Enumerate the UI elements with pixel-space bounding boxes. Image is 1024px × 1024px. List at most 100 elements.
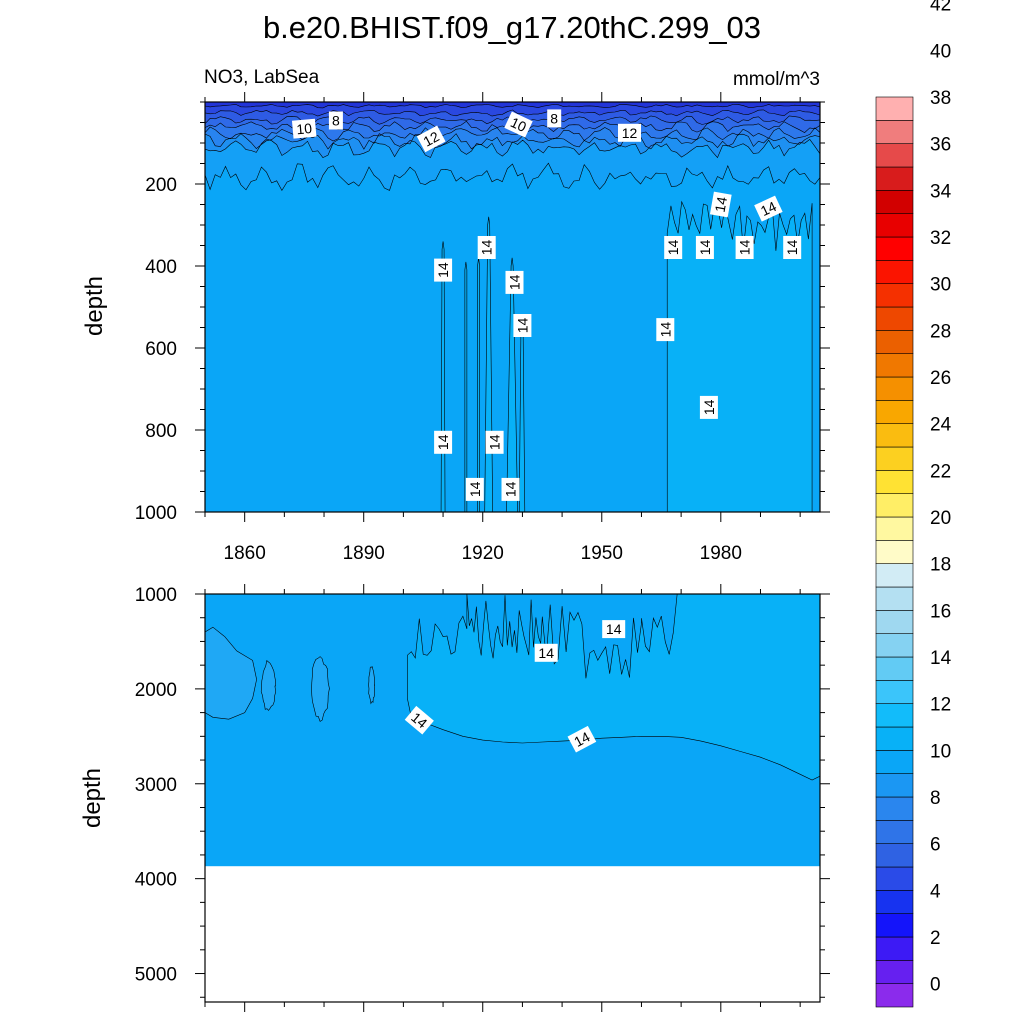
region-above-14 (464, 261, 468, 513)
contour-label: 14 (434, 430, 453, 454)
colorbar-swatch (875, 516, 914, 541)
colorbar-swatch (875, 376, 914, 401)
contour-label-text: 14 (538, 645, 554, 661)
upper-panel: 10 8 12 10 8 12 14 14 14 14 14 14 14 14 14 14 14 14 14 14 14… (81, 92, 830, 564)
contour-label-box (695, 236, 714, 259)
contour-label: 14 (664, 236, 683, 259)
contour-label-text: 14 (697, 240, 713, 256)
contour-label-box (404, 705, 434, 735)
contour-label-box (485, 430, 504, 454)
contour-label: 14 (505, 270, 524, 294)
contour-label-box (504, 111, 533, 138)
y-tick-label: 400 (145, 257, 177, 278)
region-above-16 (204, 626, 257, 720)
colorbar-swatch (875, 610, 914, 634)
x-tick-label: 1950 (581, 543, 623, 564)
y-tick-label: 800 (145, 421, 177, 442)
contour-label-box (664, 236, 683, 259)
contour-label: 14 (699, 395, 718, 419)
region-above-14 (666, 200, 813, 513)
contour-label-text: 14 (467, 481, 483, 497)
plot-frame (204, 593, 821, 1003)
colorbar-label: 30 (930, 275, 951, 296)
contour-label-box (291, 118, 317, 139)
contour-label-text: 14 (758, 198, 779, 219)
y-tick-label: 200 (145, 175, 177, 196)
contour-label-text: 12 (421, 128, 442, 150)
contour-label-box (699, 395, 718, 419)
contour-label: 14 (513, 314, 532, 337)
contour-label-text: 14 (737, 240, 753, 256)
contour-label-text: 14 (657, 322, 673, 338)
contour-label-text: 8 (332, 113, 340, 129)
colorbar-label: 12 (930, 695, 951, 716)
colorbar-swatch (875, 703, 914, 728)
region-above-14 (477, 257, 480, 513)
colorbar-swatch (875, 446, 914, 471)
contour-label-text: 12 (622, 125, 638, 141)
colorbar-swatch (875, 843, 914, 868)
x-tick-label: 1980 (700, 543, 742, 564)
contour-line-13 (204, 162, 821, 191)
contour-label: 8 (328, 111, 343, 130)
colorbar-swatch (875, 633, 914, 658)
colorbar-swatch (875, 983, 914, 1008)
colorbar-label: 14 (930, 648, 952, 669)
contour-label-box (416, 125, 446, 153)
colorbar-label: 10 (930, 741, 951, 762)
contour-label-text: 10 (508, 114, 529, 135)
colorbar-label: 36 (930, 135, 951, 156)
colorbar-label: 32 (930, 228, 951, 249)
contour-label-text: 14 (487, 434, 503, 450)
colorbar-swatch (875, 563, 914, 588)
contour-label-text: 14 (701, 399, 717, 415)
region-above-14 (407, 593, 821, 781)
colorbar-swatch (875, 493, 914, 518)
x-tick-label: 1920 (462, 543, 504, 564)
y-tick-label: 1000 (135, 585, 177, 606)
colorbar-swatch (875, 470, 914, 494)
colorbar-label: 26 (930, 368, 951, 389)
lower-panel: 14 14 14 14 1000 2000 3000 4000 5000 depth (79, 584, 830, 1012)
contour-label-box (656, 318, 675, 342)
contour-label-box (547, 109, 562, 128)
contour-label-box (754, 195, 783, 222)
contour-label-box (434, 430, 453, 454)
contour-label-text: 14 (479, 240, 495, 256)
colorbar-swatch (875, 330, 914, 354)
colorbar-swatch (875, 283, 914, 308)
contour-label-box (328, 111, 343, 130)
surface-band-6 (205, 102, 820, 108)
contour-label-box (505, 270, 524, 294)
colorbar-label: 2 (930, 928, 941, 949)
contour-label-box (602, 620, 626, 639)
colorbar-label: 40 (930, 41, 951, 62)
colorbar-swatch (875, 750, 914, 774)
variable-region-label: NO3, LabSea (204, 67, 320, 88)
colorbar-label: 34 (930, 181, 952, 202)
contour-label: 14 (567, 725, 597, 753)
contour-label-text: 14 (571, 728, 592, 750)
colorbar-swatch (875, 820, 914, 844)
x-tick-label: 1860 (224, 543, 266, 564)
contour-label: 14 (534, 643, 558, 662)
upper-y-axis-label: depth (81, 276, 108, 336)
upper-contour-lines (204, 104, 821, 513)
contour-label-box (434, 258, 453, 282)
colorbar-swatch (875, 213, 914, 238)
contour-line-6 (204, 104, 821, 109)
colorbar-label: 4 (930, 881, 941, 902)
contour-label: 14 (434, 258, 453, 282)
contour-label-text: 14 (606, 621, 622, 637)
colorbar-swatch (875, 726, 914, 751)
contour-label: 14 (501, 477, 520, 501)
colorbar-swatch (875, 540, 914, 564)
contour-label: 14 (695, 236, 714, 259)
colorbar-label: 8 (930, 788, 941, 809)
colorbar-swatch (875, 890, 914, 914)
region-above-16 (260, 660, 277, 711)
contour-label-box (513, 314, 532, 337)
contour-label-text: 10 (296, 120, 313, 137)
contour-label: 14 (754, 195, 783, 222)
